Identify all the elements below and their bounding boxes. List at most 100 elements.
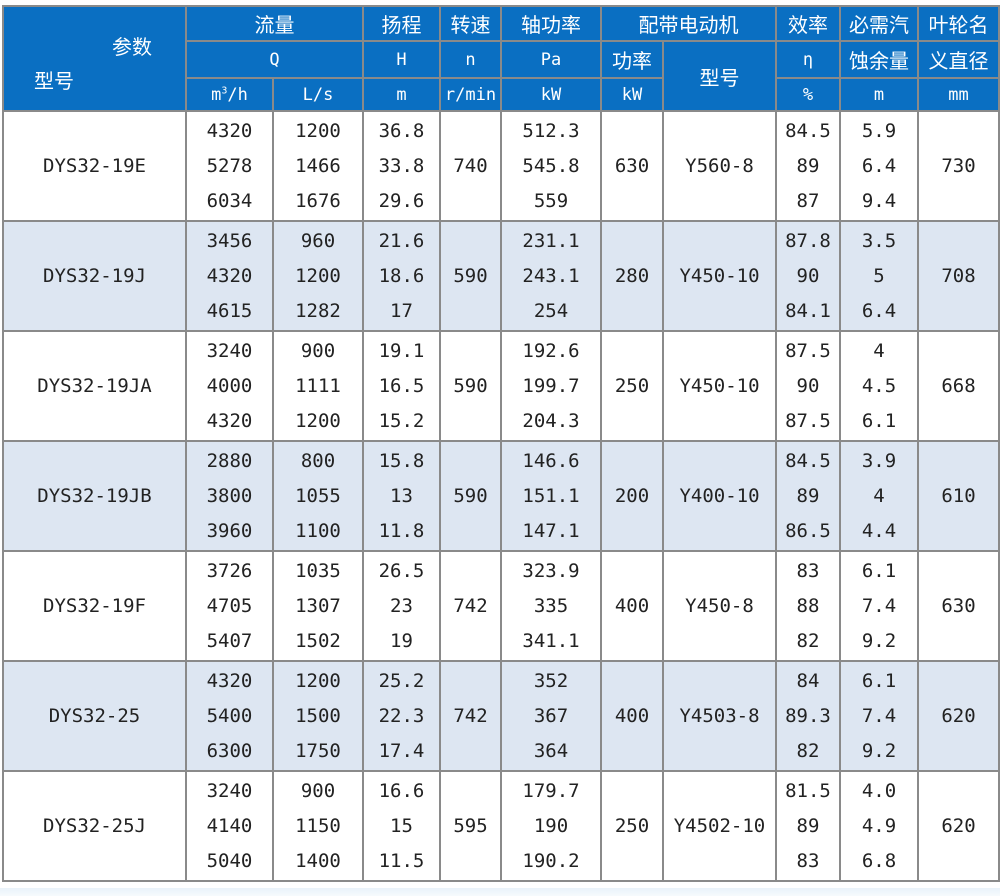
- cell-value: 1200: [295, 409, 341, 432]
- cell-value: 1750: [295, 739, 341, 762]
- cell-impeller: 708: [917, 220, 1000, 332]
- cell-npsh: 3.9 4 4.4: [839, 440, 919, 552]
- cell-motor-power: 630: [600, 110, 664, 222]
- cell-value: 82: [796, 739, 820, 762]
- cell-value: 15.2: [378, 409, 425, 432]
- cell-value: 341.1: [522, 629, 580, 652]
- cell-model: DYS32-25J: [2, 770, 187, 882]
- background-strip: [0, 888, 1000, 896]
- corner-header: 参数 型号: [2, 5, 187, 112]
- cell-value: 6300: [206, 739, 253, 762]
- motor-header: 配带电动机: [600, 5, 777, 42]
- npsh-header-line2: 蚀余量: [839, 40, 919, 79]
- table-row: DYS32-19E 4320 5278 6034 1200 1466 1676 36.8 33.…: [2, 110, 1000, 222]
- cell-value: 84.1: [785, 299, 831, 322]
- impeller-header-line2: 义直径: [917, 40, 1000, 79]
- cell-flow-m3h: 3240 4000 4320: [185, 330, 274, 442]
- cell-value: 87.5: [785, 339, 831, 362]
- cell-speed: 590: [439, 330, 502, 442]
- efficiency-symbol: η: [775, 40, 841, 79]
- cell-value: 1200: [295, 264, 341, 287]
- cell-value: 4.4: [861, 519, 897, 542]
- cell-flow-m3h: 4320 5278 6034: [185, 110, 274, 222]
- table-row: DYS32-19J 3456 4320 4615 960 1200 1282 21.6 18.6…: [2, 220, 1000, 332]
- cell-npsh: 4.0 4.9 6.8: [839, 770, 919, 882]
- cell-motor-model: Y400-10: [662, 440, 777, 552]
- cell-value: 559: [533, 189, 569, 212]
- cell-motor-power: 400: [600, 660, 664, 772]
- cell-value: 4705: [206, 594, 253, 617]
- cell-value: 17.4: [378, 739, 425, 762]
- cell-model: DYS32-25: [2, 660, 187, 772]
- cell-value: 9.2: [861, 629, 897, 652]
- cell-value: 22.3: [378, 704, 425, 727]
- cell-value: 231.1: [522, 229, 580, 252]
- cell-value: 89: [796, 154, 820, 177]
- cell-value: 1200: [295, 669, 341, 692]
- cell-value: 19.1: [378, 339, 425, 362]
- impeller-header: 叶轮名: [917, 5, 1000, 42]
- unit-sup: 3: [221, 84, 228, 96]
- cell-value: 3240: [206, 779, 253, 802]
- cell-value: 82: [796, 629, 820, 652]
- cell-value: 6.8: [861, 849, 897, 872]
- cell-value: 83: [796, 849, 820, 872]
- npsh-unit: m: [839, 77, 919, 112]
- cell-efficiency: 84 89.3 82: [775, 660, 841, 772]
- cell-value: 15.8: [378, 449, 425, 472]
- cell-model: DYS32-19JB: [2, 440, 187, 552]
- cell-value: 3.9: [861, 449, 897, 472]
- cell-value: 146.6: [522, 449, 580, 472]
- cell-value: 199.7: [522, 374, 580, 397]
- flow-unit-ls: L/s: [272, 77, 364, 112]
- cell-value: 5278: [206, 154, 253, 177]
- cell-value: 3800: [206, 484, 253, 507]
- shaft-power-unit: kW: [500, 77, 602, 112]
- motor-power-unit: kW: [600, 77, 664, 112]
- cell-model: DYS32-19JA: [2, 330, 187, 442]
- cell-value: 4.9: [861, 814, 897, 837]
- cell-value: 4.5: [861, 374, 897, 397]
- cell-value: 5.9: [861, 119, 897, 142]
- cell-value: 86.5: [785, 519, 831, 542]
- cell-value: 90: [796, 374, 820, 397]
- cell-flow-m3h: 3240 4140 5040: [185, 770, 274, 882]
- cell-motor-model: Y450-10: [662, 330, 777, 442]
- cell-value: 204.3: [522, 409, 580, 432]
- cell-value: 1055: [295, 484, 341, 507]
- efficiency-header: 效率: [775, 5, 841, 42]
- speed-unit: r/min: [439, 77, 502, 112]
- cell-npsh: 5.9 6.4 9.4: [839, 110, 919, 222]
- cell-shaft-power: 512.3 545.8 559: [500, 110, 602, 222]
- cell-value: 243.1: [522, 264, 580, 287]
- cell-value: 1676: [295, 189, 341, 212]
- cell-value: 4615: [206, 299, 253, 322]
- cell-motor-model: Y560-8: [662, 110, 777, 222]
- head-header: 扬程: [362, 5, 441, 42]
- cell-flow-m3h: 3456 4320 4615: [185, 220, 274, 332]
- cell-motor-model: Y450-8: [662, 550, 777, 662]
- cell-flow-ls: 900 1111 1200: [272, 330, 364, 442]
- cell-impeller: 610: [917, 440, 1000, 552]
- cell-head: 25.2 22.3 17.4: [362, 660, 441, 772]
- cell-value: 3456: [206, 229, 253, 252]
- cell-shaft-power: 231.1 243.1 254: [500, 220, 602, 332]
- cell-value: 87.5: [785, 409, 831, 432]
- speed-symbol: n: [439, 40, 502, 79]
- cell-value: 4.0: [861, 779, 897, 802]
- cell-value: 6.1: [861, 559, 897, 582]
- cell-value: 545.8: [522, 154, 580, 177]
- cell-impeller: 620: [917, 770, 1000, 882]
- cell-value: 84.5: [785, 449, 831, 472]
- cell-head: 26.5 23 19: [362, 550, 441, 662]
- cell-value: 1100: [295, 519, 341, 542]
- cell-value: 190: [533, 814, 569, 837]
- cell-flow-m3h: 4320 5400 6300: [185, 660, 274, 772]
- cell-value: 1502: [295, 629, 341, 652]
- cell-shaft-power: 323.9 335 341.1: [500, 550, 602, 662]
- cell-impeller: 668: [917, 330, 1000, 442]
- cell-value: 25.2: [378, 669, 425, 692]
- cell-speed: 595: [439, 770, 502, 882]
- cell-value: 17: [390, 299, 413, 322]
- shaft-power-symbol: Pa: [500, 40, 602, 79]
